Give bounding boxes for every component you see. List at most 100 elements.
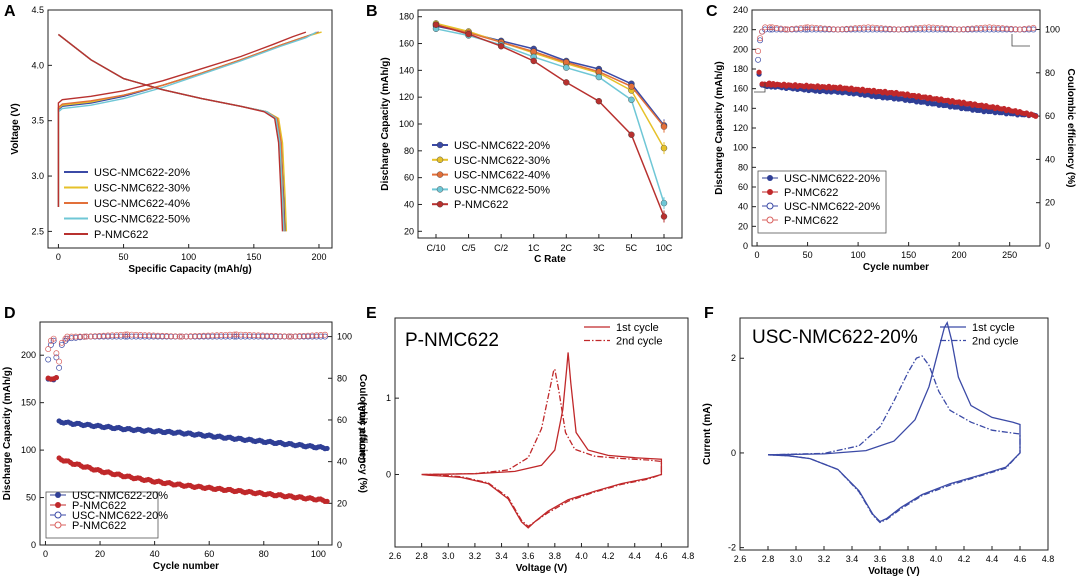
efficiency-point (886, 25, 893, 32)
efficiency-point (104, 332, 111, 339)
efficiency-point (755, 56, 762, 63)
capacity-point (53, 374, 59, 381)
rate-point (628, 131, 635, 138)
x-tick-label: 0 (56, 252, 61, 262)
x-tick-label: 60 (204, 549, 214, 559)
panel-e: E 2.6 2.8 3.0 3.2 3.4 3.6 3.8 4.0 4.2 4.4 4.6 4.8 0 1 V… (357, 305, 694, 574)
efficiency-point (222, 331, 229, 338)
legend-entry: USC-NMC622-20% (784, 173, 880, 185)
y2-tick-label: 20 (1045, 198, 1055, 208)
legend-entry: USC-NMC622-20% (72, 490, 168, 502)
efficiency-point (83, 333, 90, 340)
efficiency-point (292, 333, 299, 340)
x-tick-label: 4.2 (958, 554, 971, 564)
efficiency-point (56, 364, 63, 371)
efficiency-point (797, 25, 804, 31)
y-tick-label: 140 (733, 103, 748, 113)
legend-entry: P-NMC622 (784, 187, 838, 199)
x-tick-label: 5C (626, 243, 638, 253)
panel-c: C0 50 100 150 200 250020406080100120140160180… (706, 3, 1076, 273)
efficiency-point (925, 24, 932, 31)
efficiency-point (272, 333, 279, 339)
efficiency-point (943, 25, 950, 32)
efficiency-point (769, 24, 776, 31)
y2-tick-label: 40 (337, 457, 347, 467)
x-tick-label: 20 (95, 549, 105, 559)
efficiency-point (192, 333, 198, 340)
efficiency-point (1021, 25, 1028, 32)
y-tick-label: 100 (733, 143, 748, 153)
x-tick-label: 4.8 (682, 551, 695, 561)
legend-entry: P-NMC622 (454, 199, 508, 211)
efficiency-point (995, 24, 1002, 31)
efficiency-point (891, 26, 898, 33)
discharge-curve (57, 33, 284, 232)
legend-marker (436, 200, 444, 208)
legend-entry: USC-NMC622-20% (72, 510, 168, 522)
efficiency-point (178, 333, 185, 340)
efficiency-point (172, 333, 179, 340)
efficiency-point (1012, 26, 1019, 33)
charge-curve (57, 31, 307, 207)
legend-entry: 1st cycle (616, 322, 659, 334)
y-tick-label: 50 (26, 493, 36, 503)
efficiency-point (305, 332, 311, 339)
legend-entry: USC-NMC622-20% (784, 201, 880, 213)
legend-box (757, 170, 887, 234)
legend-marker (436, 141, 444, 149)
efficiency-point (209, 332, 216, 339)
y-tick-label: 0 (731, 448, 736, 458)
legend-entry: P-NMC622 (784, 215, 838, 227)
plot-frame (739, 317, 1049, 551)
efficiency-point (956, 26, 963, 33)
x-tick-label: 100 (311, 549, 326, 559)
y-tick-label: -2 (728, 543, 736, 553)
efficiency-point (1030, 24, 1037, 31)
y2-tick-label: 40 (1045, 154, 1055, 164)
panel-f: F 2.6 2.8 3.0 3.2 3.4 3.6 3.8 4.0 4.2 4.4 4.6 4.8 -2 0… (702, 305, 1054, 577)
legend-entry: USC-NMC622-40% (454, 170, 550, 182)
efficiency-point (930, 24, 937, 31)
efficiency-point (117, 331, 124, 338)
efficiency-point (852, 25, 859, 32)
y2-tick-label: 100 (1045, 24, 1060, 34)
efficiency-point (860, 24, 867, 31)
y-tick-label: 100 (399, 119, 414, 129)
rate-series-line (435, 25, 665, 126)
panel-letter: E (366, 305, 377, 322)
x-tick-label: 2.6 (734, 554, 747, 564)
legend-marker (767, 175, 773, 181)
legend-entry: USC-NMC622-20% (454, 140, 550, 152)
x-tick-label: 3.0 (790, 554, 803, 564)
capacity-point (324, 498, 330, 504)
legend-marker (55, 492, 61, 498)
panel-letter: A (4, 3, 16, 20)
efficiency-point (255, 332, 262, 339)
efficiency-point (141, 333, 148, 340)
efficiency-point (982, 24, 989, 31)
legend-marker (436, 171, 444, 178)
x-axis-title: Voltage (V) (516, 563, 567, 574)
panel-d: D 0 20 40 60 80 100 0 50 100 150 200 0 20 40 60 80 100 Cyc… (2, 305, 368, 572)
y-tick-label: 4.5 (31, 5, 44, 15)
efficiency-point (817, 25, 824, 32)
efficiency-point (773, 24, 780, 31)
y-axis-title: Discharge Capacity (mAh/g) (2, 367, 13, 500)
y2-tick-label: 0 (337, 540, 342, 550)
y-axis-title: Discharge Capacity (mAh/g) (714, 61, 725, 194)
plot-frame (47, 9, 333, 249)
efficiency-point (68, 333, 75, 340)
x-tick-label: C/10 (426, 243, 445, 253)
y-tick-label: 200 (733, 44, 748, 54)
y-tick-label: 180 (733, 64, 748, 74)
x-axis-title: Specific Capacity (mAh/g) (128, 264, 251, 275)
efficiency-point (973, 25, 980, 32)
panel-letter: B (366, 3, 378, 20)
charge-curve (57, 31, 318, 207)
efficiency-point (777, 25, 784, 32)
efficiency-point (45, 356, 52, 363)
x-tick-label: 3.2 (818, 554, 831, 564)
y-tick-label: 120 (733, 123, 748, 133)
cv-curve (421, 367, 663, 528)
x-tick-label: 40 (150, 549, 160, 559)
